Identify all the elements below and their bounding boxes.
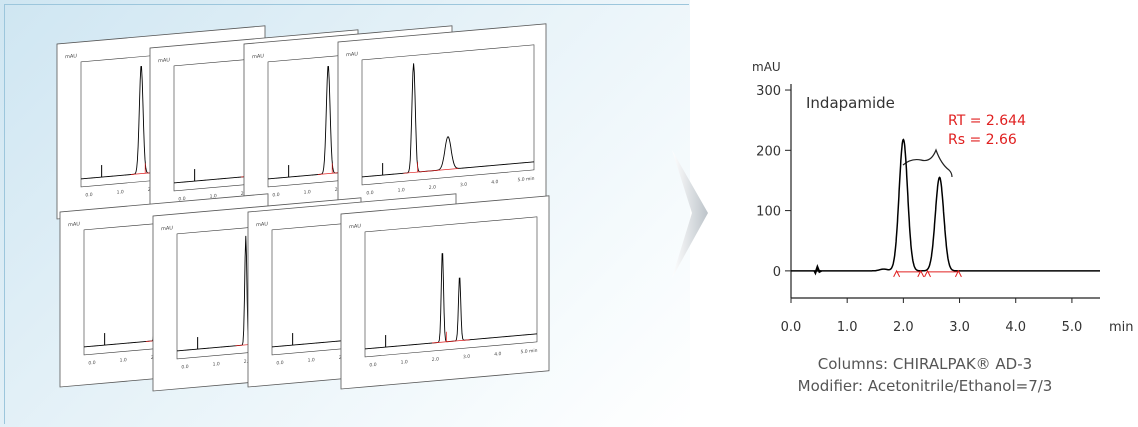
x-tick-label: 1.0	[837, 320, 858, 335]
thumbnail-sheet	[340, 195, 550, 390]
thumbnail-trace	[362, 63, 534, 178]
sample-name-label: Indapamide	[806, 94, 895, 112]
thumbnail-y-unit: mAU	[252, 53, 264, 60]
thumbnail-x-tick-label: 1.0	[401, 359, 408, 366]
x-tick-label: 4.0	[1005, 320, 1026, 335]
retention-time-annotation: RT = 2.644	[948, 113, 1026, 129]
thumbnail-chromatogram: mAU 0.0 1.0 2.0 3.0 4.0 5.0 min	[337, 23, 547, 218]
thumbnail-x-tick-label: 0.0	[276, 360, 283, 367]
chromatogram-trace	[791, 138, 1100, 272]
y-tick-label: 200	[756, 144, 781, 159]
thumbnail-y-unit: mAU	[161, 225, 173, 232]
thumbnail-x-tick-label: 1.0	[117, 189, 124, 196]
method-caption: Columns: CHIRALPAK® AD-3 Modifier: Aceto…	[760, 353, 1090, 397]
column-info: Columns: CHIRALPAK® AD-3	[817, 355, 1033, 373]
thumbnail-y-unit: mAU	[346, 51, 358, 58]
peak-boundary-marker	[924, 269, 931, 278]
y-tick-label: 300	[756, 84, 781, 99]
x-tick-label: 2.0	[893, 320, 914, 335]
thumbnail-x-tick-label: 1.0	[213, 361, 220, 368]
thumbnail-x-tick-label: 2.0	[429, 184, 436, 191]
injection-artifact	[813, 263, 822, 276]
thumbnail-y-unit: mAU	[65, 53, 77, 60]
peak-bracket	[902, 148, 953, 178]
thumbnail-y-unit: mAU	[158, 57, 170, 64]
x-axis-unit-label: min	[1109, 320, 1134, 335]
thumbnail-x-tick-label: 5.0 min	[520, 348, 537, 355]
thumbnail-x-tick-label: 0.0	[85, 192, 92, 199]
peak-boundary-marker	[954, 269, 962, 278]
thumbnail-x-tick-label: 1.0	[308, 357, 315, 364]
y-tick-label: 100	[756, 205, 781, 220]
thumbnail-y-unit: mAU	[349, 223, 361, 230]
y-tick-label: 0	[773, 265, 781, 280]
thumbnail-x-tick-label: 2.0	[244, 358, 251, 365]
thumbnail-x-tick-label: 4.0	[491, 179, 498, 186]
peak-boundary-marker	[917, 269, 925, 278]
x-tick-label: 5.0	[1062, 320, 1083, 335]
thumbnail-x-tick-label: 5.0 min	[517, 176, 534, 183]
thumbnail-y-unit: mAU	[256, 221, 268, 228]
thumbnail-x-tick-label: 1.0	[120, 357, 127, 364]
thumbnail-x-tick-label: 3.0	[460, 182, 467, 189]
x-tick-label: 0.0	[781, 320, 802, 335]
thumbnail-y-unit: mAU	[68, 221, 80, 228]
thumbnail-x-tick-label: 4.0	[494, 351, 501, 358]
thumbnail-x-tick-label: 0.0	[366, 190, 373, 197]
thumbnail-x-tick-label: 3.0	[463, 354, 470, 361]
thumbnail-x-tick-label: 0.0	[272, 192, 279, 199]
thumbnail-plot-frame	[364, 216, 538, 358]
modifier-info: Modifier: Acetonitrile/Ethanol=7/3	[797, 377, 1053, 395]
thumbnail-plot-frame	[361, 44, 535, 186]
thumbnail-x-tick-label: 0.0	[178, 196, 185, 203]
thumbnail-x-tick-label: 0.0	[181, 364, 188, 371]
thumbnail-x-tick-label: 1.0	[210, 193, 217, 200]
thumbnail-x-tick-label: 1.0	[398, 187, 405, 194]
x-tick-label: 3.0	[949, 320, 970, 335]
y-axis-unit-label: mAU	[752, 60, 781, 74]
thumbnail-chromatogram: mAU 0.0 1.0 2.0 3.0 4.0 5.0 min	[340, 195, 550, 390]
thumbnail-baseline-marker	[432, 339, 470, 344]
thumbnail-x-tick-label: 2.0	[432, 356, 439, 363]
thumbnail-x-tick-label: 0.0	[88, 360, 95, 367]
screening-chromatogram-stack: mAU 0.0 1.0 2.0 3.0 4.0 5.0 min mAU 0.0 1.0 2.0 3.0…	[56, 23, 550, 392]
resolution-annotation: Rs = 2.66	[948, 132, 1017, 148]
peak-boundary-marker	[893, 269, 901, 278]
thumbnail-x-tick-label: 0.0	[369, 362, 376, 369]
thumbnail-x-tick-label: 1.0	[304, 189, 311, 196]
thumbnail-baseline-marker	[403, 168, 459, 174]
